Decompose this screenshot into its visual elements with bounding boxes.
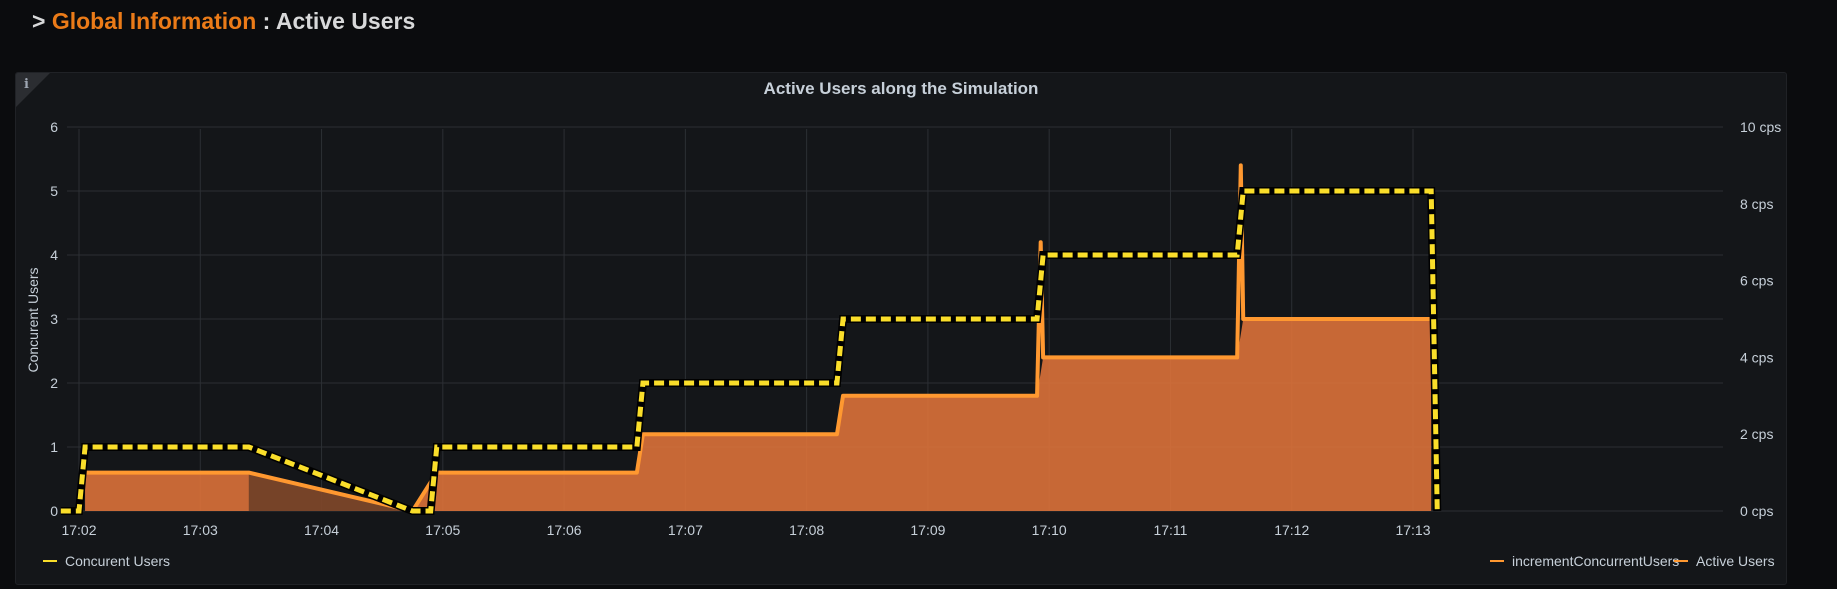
y-left-tick-label: 1 — [50, 439, 58, 455]
x-tick-label: 17:11 — [1153, 522, 1187, 538]
x-tick-label: 17:10 — [1032, 522, 1067, 538]
y-left-tick-label: 5 — [50, 183, 58, 199]
x-tick-label: 17:05 — [425, 522, 460, 538]
header-page-title: Active Users — [275, 8, 416, 34]
y-left-axis-label: Concurent Users — [25, 267, 41, 372]
y-right-tick-label: 2 cps — [1740, 426, 1773, 442]
page-header: > Global Information : Active Users — [32, 6, 415, 40]
x-tick-label: 17:09 — [910, 522, 945, 538]
legend-swatch-orange — [1490, 560, 1504, 562]
legend-label: incrementConcurrentUsers — [1512, 553, 1680, 569]
legend-item-increment-concurrent-users[interactable]: incrementConcurrentUsers — [1490, 553, 1679, 569]
legend-item-active-users[interactable]: Active Users — [1674, 553, 1775, 569]
y-left-tick-label: 4 — [50, 247, 58, 263]
y-right-tick-label: 8 cps — [1740, 196, 1773, 212]
series-line-concurent-users — [60, 188, 1440, 514]
legend-swatch-orange — [1674, 560, 1688, 562]
x-tick-label: 17:13 — [1395, 522, 1430, 538]
x-tick-label: 17:06 — [547, 522, 582, 538]
y-right-tick-label: 0 cps — [1740, 503, 1773, 519]
legend-swatch-yellow — [43, 560, 57, 562]
legend-item-concurent-users[interactable]: Concurent Users — [43, 553, 170, 569]
x-tick-label: 17:07 — [668, 522, 703, 538]
y-right-tick-label: 10 cps — [1740, 119, 1781, 135]
chart-panel: i Active Users along the Simulation 0 1 2 3… — [15, 72, 1787, 585]
x-tick-label: 17:04 — [304, 522, 339, 538]
legend-label: Active Users — [1696, 553, 1775, 569]
header-separator: : — [256, 8, 276, 34]
y-left-tick-label: 2 — [50, 375, 58, 391]
legend-label: Concurent Users — [65, 553, 171, 569]
x-tick-label: 17:08 — [789, 522, 824, 538]
y-right-tick-label: 6 cps — [1740, 273, 1773, 289]
y-left-tick-label: 0 — [50, 503, 58, 519]
x-tick-label: 17:12 — [1274, 522, 1309, 538]
series-area-active-users — [85, 319, 1432, 511]
chart-svg: 0 1 2 3 4 5 6 0 cps 2 cps 4 cps 6 cps 8 cps 10 cps 17… — [25, 119, 1781, 538]
y-left-tick-label: 3 — [50, 311, 58, 327]
header-prefix: > — [32, 8, 52, 34]
x-tick-label: 17:03 — [183, 522, 218, 538]
panel-corner[interactable] — [16, 73, 50, 107]
info-icon[interactable]: i — [24, 77, 29, 92]
x-tick-label: 17:02 — [61, 522, 96, 538]
header-section-link[interactable]: Global Information — [51, 8, 257, 34]
y-right-tick-label: 4 cps — [1740, 349, 1773, 365]
y-left-tick-label: 6 — [50, 119, 58, 135]
panel-title: Active Users along the Simulation — [763, 79, 1039, 98]
